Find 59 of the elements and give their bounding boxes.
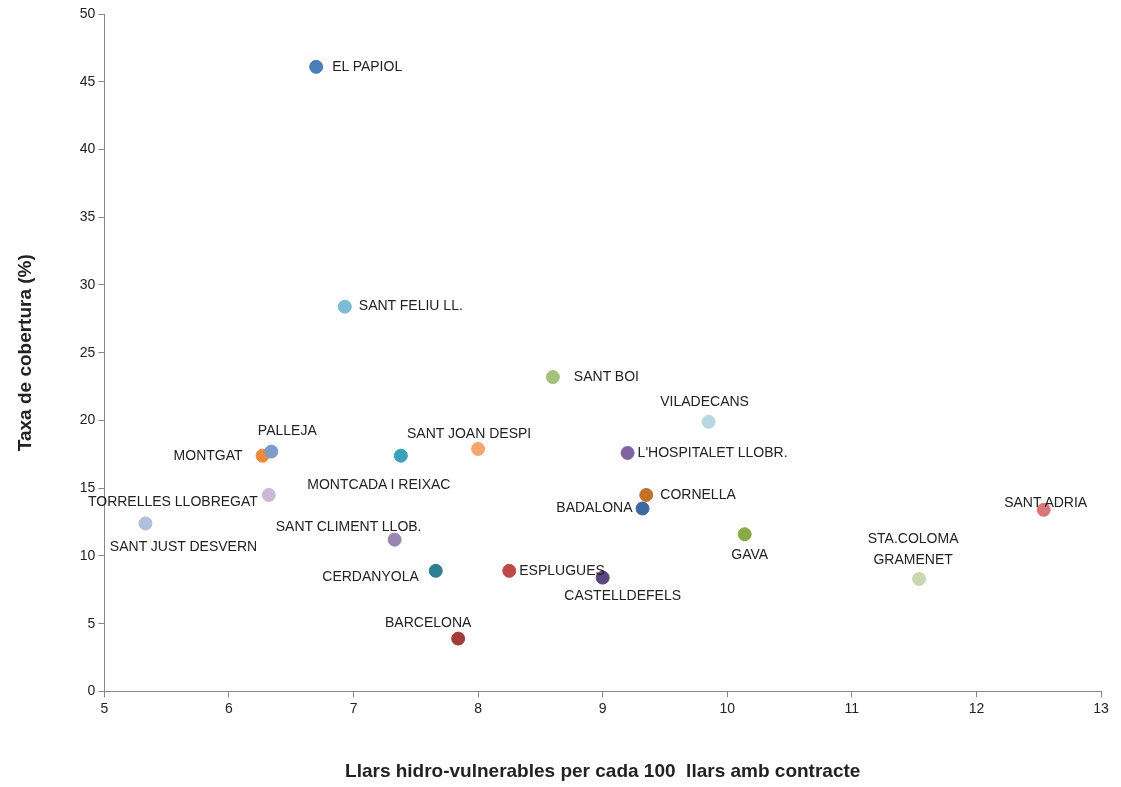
series-label: STA.COLOMA GRAMENET xyxy=(867,529,960,567)
series-label: ESPLUGUES xyxy=(519,561,605,578)
series-label: SANT CLIMENT LLOB. xyxy=(275,517,422,534)
x-tick-label: 7 xyxy=(349,699,358,716)
y-tick-label: 0 xyxy=(87,682,96,699)
point xyxy=(502,563,517,578)
series-label: L'HOSPITALET LLOBR. xyxy=(637,443,788,460)
y-tick-label: 20 xyxy=(79,411,96,428)
point xyxy=(393,448,408,463)
series-label: CASTELLDEFELS xyxy=(564,587,682,604)
point xyxy=(545,370,560,385)
point xyxy=(337,299,352,314)
text: MONTCADA I REIXAC xyxy=(307,475,451,492)
series-label: PALLEJA xyxy=(257,422,318,439)
series-label: SANT BOI xyxy=(573,367,639,384)
y-tick-label: 5 xyxy=(87,614,96,631)
point xyxy=(471,441,486,456)
x-tick-label: 11 xyxy=(844,699,860,716)
x-tick-label: 9 xyxy=(598,699,607,716)
point xyxy=(387,532,402,547)
point xyxy=(428,563,443,578)
point xyxy=(701,414,716,429)
x-tick-label: 5 xyxy=(100,699,109,716)
y-axis-title: Taxa de cobertura (%) xyxy=(13,254,35,452)
point xyxy=(620,445,635,460)
text: SANT JUST DESVERN xyxy=(109,538,258,555)
x-axis-title: Llars hidro-vulnerables per cada 100 llars amb contracte xyxy=(345,759,861,781)
x-tick-label: 12 xyxy=(968,699,985,716)
point xyxy=(138,516,153,531)
y-tick-label: 30 xyxy=(79,275,96,292)
y-tick-label: 40 xyxy=(79,140,96,157)
series-label: SANT ADRIA xyxy=(1004,493,1088,510)
y-tick-label: 10 xyxy=(79,546,96,563)
point xyxy=(737,527,752,542)
x-tick-label: 13 xyxy=(1093,699,1109,716)
series-label: BARCELONA xyxy=(385,614,473,631)
point xyxy=(264,444,279,459)
point xyxy=(309,59,324,74)
point xyxy=(451,631,466,646)
series-label: CORNELLA xyxy=(660,485,737,502)
point xyxy=(912,571,927,586)
y-tick-label: 35 xyxy=(79,208,96,225)
y-tick-label: 25 xyxy=(79,343,96,360)
series-label: BADALONA xyxy=(556,499,634,516)
series-label: VILADECANS xyxy=(660,392,749,409)
series-label: MONTGAT xyxy=(173,446,244,463)
series-label: SANT FELIU LL. xyxy=(358,297,463,314)
point xyxy=(635,501,650,516)
point xyxy=(261,487,276,502)
x-tick-label: 8 xyxy=(474,699,483,716)
point xyxy=(639,487,654,502)
series-label: SANT JOAN DESPI xyxy=(407,424,532,441)
x-tick-label: 10 xyxy=(719,699,736,716)
series-label: GAVA xyxy=(731,546,769,563)
x-tick-label: 6 xyxy=(225,699,234,716)
y-tick-label: 50 xyxy=(79,4,96,21)
series-label: CERDANYOLA xyxy=(322,567,420,584)
y-tick-label: 45 xyxy=(79,72,96,89)
series-label: EL PAPIOL xyxy=(332,57,403,74)
